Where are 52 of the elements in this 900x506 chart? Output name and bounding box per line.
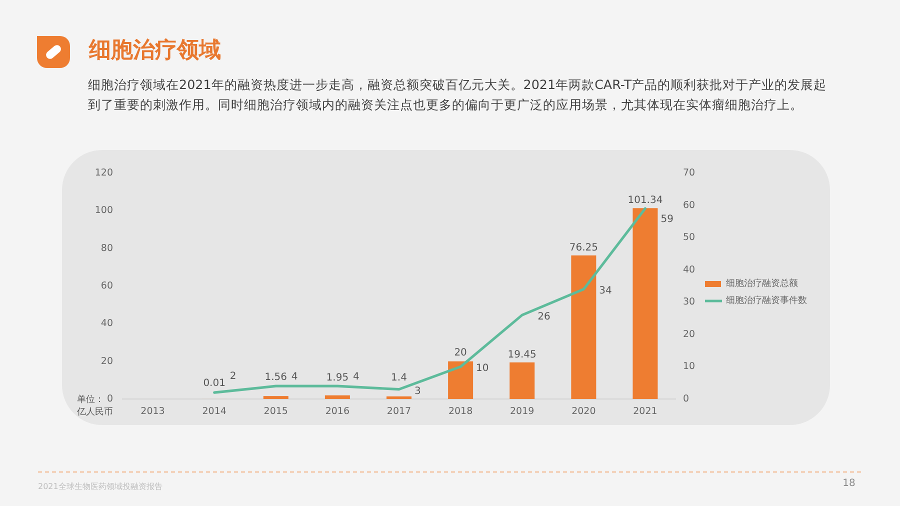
bar [324, 395, 350, 399]
text: 18 [842, 478, 856, 489]
y2-tick-label: 20 [683, 328, 696, 340]
y2-tick-label: 10 [683, 361, 696, 372]
data-label: 59 [660, 214, 674, 226]
bar [571, 255, 596, 399]
data-label: 1.4 [391, 372, 407, 384]
x-tick-label: 2020 [572, 406, 596, 417]
y2-tick-label: 30 [683, 296, 696, 308]
legend-label: 细胞治疗融资事件数 [726, 295, 807, 306]
data-label: 1.56 [264, 372, 288, 384]
y2-tick-label: 40 [683, 264, 696, 276]
y-tick-label: 40 [100, 318, 113, 330]
x-tick-label: 2019 [510, 406, 534, 417]
data-label: 1.95 [326, 372, 349, 384]
x-tick-label: 2016 [325, 406, 350, 417]
y-tick-label: 120 [94, 168, 113, 178]
legend-label: 细胞治疗融资总额 [726, 278, 798, 289]
chart-title: 细胞治疗领域 [88, 38, 221, 63]
x-tick-label: 2018 [448, 406, 473, 417]
bar [448, 361, 474, 399]
bar [386, 396, 412, 399]
data-label: 19.45 [508, 349, 536, 360]
y-tick-label: 20 [100, 356, 113, 367]
y2-tick-label: 70 [683, 168, 696, 178]
data-label: 0.01 [203, 378, 226, 389]
data-label: 4 [352, 372, 360, 383]
x-tick-label: 2015 [264, 406, 288, 417]
bar [632, 208, 658, 399]
data-label: 101.34 [628, 195, 663, 206]
data-label: 26 [538, 312, 550, 323]
chart-subtitle: 细胞治疗领域在2021年的融资热度进一步走高，融资总额突破百亿元大关。2021年两款CAR-T产品的顺利获批对于产业的发展起到了重要的刺激作用。同时细胞治疗领域内的融资关注点也更多的偏向于更广泛的应用场景，尤其体现在实体瘤细胞治疗上。 [88, 76, 828, 114]
bar [510, 362, 535, 399]
data-label: 3 [414, 386, 421, 397]
data-label: 76.25 [569, 242, 598, 254]
data-label: 2 [230, 371, 236, 382]
data-label: 34 [599, 286, 612, 297]
x-tick-label: 2013 [140, 406, 165, 417]
data-label: 20 [454, 347, 467, 358]
y2-tick-label: 50 [683, 232, 696, 244]
y2-tick-label: 0 [683, 394, 690, 404]
y-tick-label: 0 [106, 394, 113, 404]
y-tick-label: 100 [94, 205, 113, 216]
bar [263, 396, 288, 399]
x-tick-label: 2014 [202, 406, 226, 417]
data-label: 4 [291, 372, 298, 383]
x-tick-label: 2021 [633, 406, 658, 417]
y-tick-label: 80 [100, 242, 113, 254]
data-label: 10 [476, 363, 489, 374]
y-tick-label: 60 [100, 280, 113, 292]
x-tick-label: 2017 [386, 406, 412, 417]
y2-tick-label: 60 [683, 200, 696, 211]
